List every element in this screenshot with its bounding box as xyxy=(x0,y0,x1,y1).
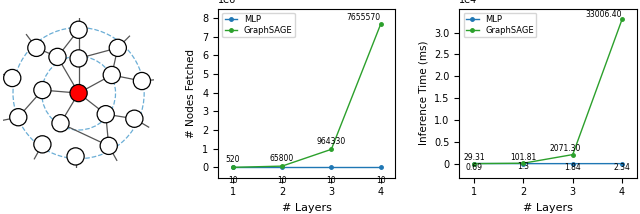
MLP xyxy=(377,166,385,169)
MLP xyxy=(470,162,478,165)
Text: 1e6: 1e6 xyxy=(218,0,236,5)
Circle shape xyxy=(103,66,120,84)
Text: 7655570: 7655570 xyxy=(346,13,380,22)
GraphSAGE xyxy=(618,18,626,21)
Text: 10: 10 xyxy=(326,176,336,185)
Legend: MLP, GraphSAGE: MLP, GraphSAGE xyxy=(222,13,295,37)
Text: 10: 10 xyxy=(277,176,287,185)
Y-axis label: # Nodes Fetched: # Nodes Fetched xyxy=(186,49,196,138)
GraphSAGE xyxy=(278,165,286,167)
GraphSAGE xyxy=(470,162,478,165)
GraphSAGE xyxy=(377,23,385,26)
Y-axis label: Inference Time (ms): Inference Time (ms) xyxy=(419,41,429,145)
Circle shape xyxy=(70,21,87,38)
Circle shape xyxy=(70,85,87,102)
Text: 1.84: 1.84 xyxy=(564,163,581,172)
GraphSAGE xyxy=(520,162,527,165)
Text: 520: 520 xyxy=(225,155,240,164)
Circle shape xyxy=(34,136,51,153)
Text: 33006.40: 33006.40 xyxy=(585,10,621,19)
MLP xyxy=(569,162,577,165)
Circle shape xyxy=(28,39,45,56)
GraphSAGE xyxy=(229,166,237,169)
Circle shape xyxy=(70,50,87,67)
X-axis label: # Layers: # Layers xyxy=(282,203,332,213)
Text: 1.3: 1.3 xyxy=(518,162,529,171)
MLP xyxy=(278,166,286,169)
Legend: MLP, GraphSAGE: MLP, GraphSAGE xyxy=(463,13,536,37)
Text: 1e4: 1e4 xyxy=(460,0,477,5)
Circle shape xyxy=(100,137,117,155)
Text: 0.69: 0.69 xyxy=(466,163,483,172)
GraphSAGE xyxy=(328,148,335,151)
Text: 964330: 964330 xyxy=(317,137,346,146)
Circle shape xyxy=(52,115,69,132)
Circle shape xyxy=(34,82,51,99)
Line: GraphSAGE: GraphSAGE xyxy=(231,23,382,169)
Line: MLP: MLP xyxy=(231,166,382,169)
GraphSAGE xyxy=(569,153,577,156)
Text: 10: 10 xyxy=(228,176,237,185)
Text: 2071.30: 2071.30 xyxy=(550,144,581,153)
Circle shape xyxy=(4,69,21,87)
Circle shape xyxy=(49,48,66,65)
Circle shape xyxy=(133,72,150,90)
MLP xyxy=(229,166,237,169)
Circle shape xyxy=(10,109,27,126)
Line: GraphSAGE: GraphSAGE xyxy=(472,18,624,165)
Circle shape xyxy=(97,106,115,123)
MLP xyxy=(328,166,335,169)
MLP xyxy=(520,162,527,165)
Text: 29.31: 29.31 xyxy=(463,153,485,162)
Text: 2.34: 2.34 xyxy=(614,163,630,172)
MLP xyxy=(618,162,626,165)
Text: 10: 10 xyxy=(376,176,385,185)
Text: 101.81: 101.81 xyxy=(510,153,536,162)
Circle shape xyxy=(109,39,126,56)
Circle shape xyxy=(126,110,143,127)
Text: 65800: 65800 xyxy=(270,154,294,163)
Circle shape xyxy=(67,148,84,165)
X-axis label: # Layers: # Layers xyxy=(523,203,573,213)
Line: MLP: MLP xyxy=(472,162,624,165)
